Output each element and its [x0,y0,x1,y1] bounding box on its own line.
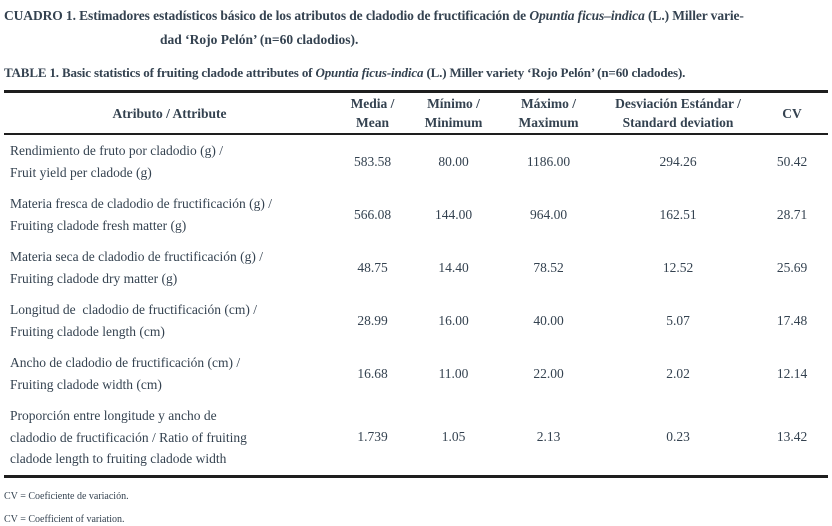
cell-attribute: Materia seca de cladodio de fructificaci… [4,246,335,289]
cell-maximum: 40.00 [533,312,564,328]
caption-spanish-label: CUADRO 1. [4,8,76,23]
cell-standard-deviation: 294.26 [659,153,697,169]
cell-minimum: 11.00 [438,365,469,381]
cell-maximum: 22.00 [533,365,564,381]
cell-maximum: 964.00 [529,206,568,222]
caption-english: TABLE 1. Basic statistics of fruiting cl… [4,65,686,80]
table-row: Proporción entre longitude y ancho de cla… [4,400,828,475]
cell-minimum: 80.00 [438,153,469,169]
cell-mean: 566.08 [353,206,392,222]
caption-spanish: CUADRO 1. Estimadores estadísticos básic… [4,4,828,52]
cell-maximum: 78.52 [533,259,564,275]
cell-standard-deviation: 12.52 [662,259,694,275]
table-row: Ancho de cladodio de fructificación (cm)… [4,347,828,400]
cell-mean: 583.58 [353,153,392,169]
cell-standard-deviation: 2.02 [666,365,690,381]
species-name-italic: Opuntia ficus-indica [315,65,424,80]
table-row: Materia seca de cladodio de fructificaci… [4,241,828,294]
footnote-cv-spanish: CV = Coeficiente de variación. [4,490,129,502]
column-header-maximum: Máximo / Maximum [518,96,579,130]
footnotes: CV = Coeficiente de variación. CV = Coef… [4,491,828,526]
attribute-line: Longitud de cladodio de fructificación (… [10,302,258,317]
attribute-line: Proporción entre longitude y ancho de [10,408,217,423]
attribute-line: cladode length to fruiting cladode width [10,451,227,466]
cell-standard-deviation: 0.23 [666,429,690,445]
cell-mean: 48.75 [357,259,388,275]
cell-attribute: Ancho de cladodio de fructificación (cm)… [4,352,335,395]
attribute-line: cladodio de fructificación / Ratio of fr… [10,429,247,445]
column-header-standard-deviation: Desviación Estándar / Standard deviation [615,96,741,130]
caption-spanish-line1: CUADRO 1. Estimadores estadísticos básic… [4,8,744,23]
table-row: Rendimiento de fruto por cladodio (g) / F… [4,135,828,188]
attribute-line: Fruiting cladode length (cm) [10,323,165,339]
table-row: Longitud de cladodio de fructificación (… [4,294,828,347]
cell-cv: 25.69 [776,259,808,275]
cell-attribute: Proporción entre longitude y ancho de cla… [4,405,335,470]
cell-mean: 16.68 [357,365,388,381]
attribute-line: Materia fresca de cladodio de fructifica… [10,196,272,211]
footnote-cv-english: CV = Coefficient of variation. [4,513,125,525]
cell-cv: 12.14 [776,365,808,381]
cell-attribute: Longitud de cladodio de fructificación (… [4,299,335,342]
cell-maximum: 2.13 [536,429,561,445]
table-header: Atributo / Attribute Media / Mean Mínimo… [4,93,828,135]
species-name-italic: Opuntia ficus–indica [529,8,645,23]
attribute-line: Fruiting cladode fresh matter (g) [10,217,187,233]
attribute-line: Fruiting cladode dry matter (g) [10,270,178,286]
cell-attribute: Materia fresca de cladodio de fructifica… [4,193,335,236]
cell-cv: 28.71 [776,206,808,222]
cell-minimum: 16.00 [438,312,469,328]
cell-attribute: Rendimiento de fruto por cladodio (g) / F… [4,140,335,183]
stats-table: Atributo / Attribute Media / Mean Mínimo… [4,90,828,478]
cell-mean: 1.739 [357,429,388,445]
cell-cv: 17.48 [776,312,808,328]
cell-minimum: 144.00 [434,206,473,222]
attribute-line: Rendimiento de fruto por cladodio (g) / [10,143,223,158]
caption-english-label: TABLE 1. [4,65,59,80]
table-row: Materia fresca de cladodio de fructifica… [4,188,828,241]
cell-cv: 13.42 [776,429,808,445]
column-header-mean: Media / Mean [350,96,395,130]
cell-maximum: 1186.00 [526,153,571,169]
attribute-line: Materia seca de cladodio de fructificaci… [10,249,263,264]
attribute-line: Fruiting cladode width (cm) [10,376,162,392]
cell-minimum: 14.40 [438,259,469,275]
attribute-line: Fruit yield per cladode (g) [10,164,152,180]
attribute-line: Ancho de cladodio de fructificación (cm)… [10,355,241,370]
cell-minimum: 1.05 [441,429,466,445]
cell-cv: 50.42 [776,153,808,169]
cell-mean: 28.99 [357,312,388,328]
table-body: Rendimiento de fruto por cladodio (g) / F… [4,135,828,475]
column-header-attribute: Atributo / Attribute [112,105,227,121]
cell-standard-deviation: 162.51 [659,206,697,222]
cell-standard-deviation: 5.07 [666,312,690,328]
caption-spanish-line2: dad ‘Rojo Pelón’ (n=60 cladodios). [160,32,359,47]
column-header-minimum: Mínimo / Minimum [424,96,483,130]
column-header-cv: CV [782,105,802,121]
